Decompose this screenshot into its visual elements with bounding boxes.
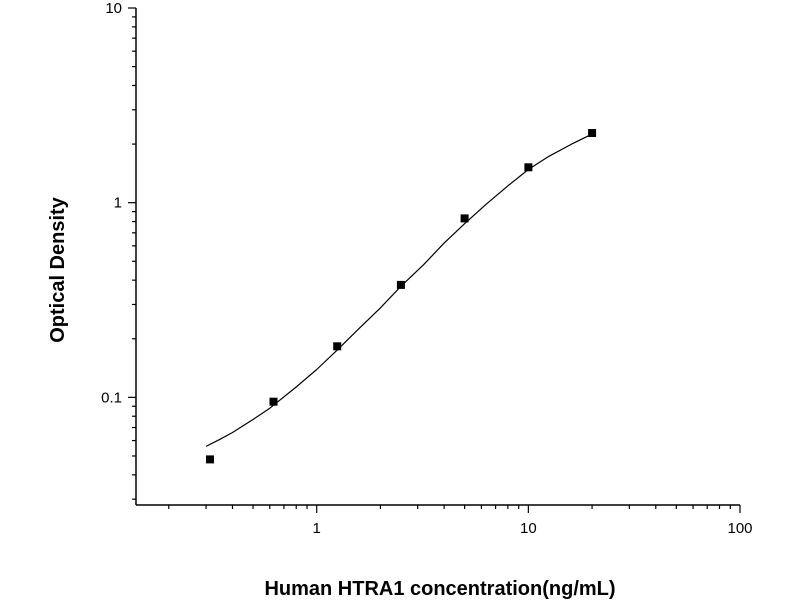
x-axis-ticks: 1 10 100 — [168, 505, 753, 537]
x-axis-title: Human HTRA1 concentration(ng/mL) — [264, 578, 615, 600]
data-point — [460, 214, 469, 223]
plot-frame — [135, 8, 740, 506]
y-axis-title: Optical Density — [47, 196, 69, 342]
fit-curve-layer — [205, 133, 593, 447]
data-point — [333, 342, 342, 351]
x-tick-label: 1 — [313, 520, 321, 537]
fit-curve-line — [205, 133, 593, 447]
data-point — [524, 163, 533, 172]
data-point — [588, 129, 597, 137]
data-points-layer — [206, 129, 597, 464]
data-point — [206, 455, 214, 464]
x-tick-label: 100 — [727, 520, 752, 537]
y-tick-label: 1 — [114, 195, 122, 212]
y-tick-label: 10 — [105, 0, 122, 17]
y-axis-ticks: 0.1 1 10 — [101, 0, 136, 500]
data-point — [269, 397, 278, 406]
y-tick-label: 0.1 — [101, 389, 122, 406]
data-point — [396, 280, 405, 289]
x-tick-label: 10 — [520, 520, 537, 537]
